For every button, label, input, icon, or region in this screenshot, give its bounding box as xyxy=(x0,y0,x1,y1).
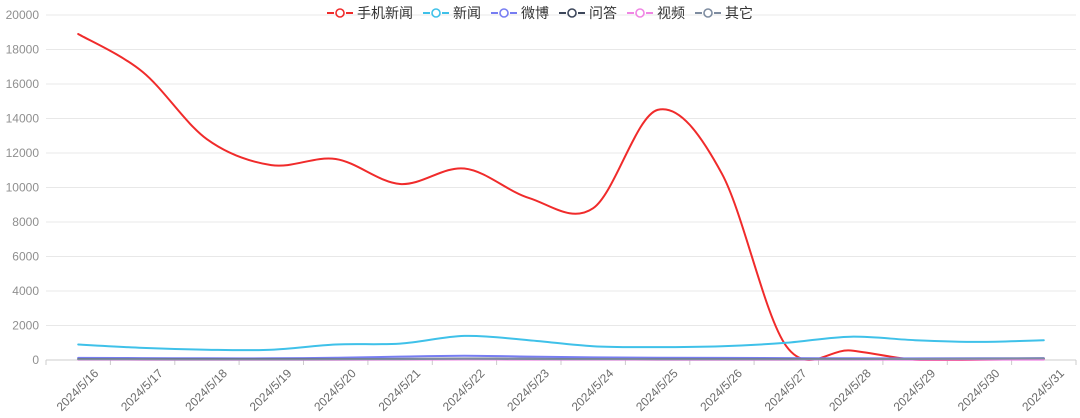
legend-marker-icon xyxy=(559,8,585,18)
legend-item-2[interactable]: 微博 xyxy=(491,4,549,22)
x-axis-label: 2024/5/28 xyxy=(826,366,874,414)
x-axis-label: 2024/5/19 xyxy=(247,366,295,414)
x-axis-label: 2024/5/22 xyxy=(440,366,488,414)
legend-marker-icon xyxy=(423,8,449,18)
legend-item-label: 其它 xyxy=(725,5,753,21)
y-axis-label: 16000 xyxy=(6,77,40,91)
y-axis-label: 20000 xyxy=(6,8,40,22)
legend-marker-icon xyxy=(627,8,653,18)
x-axis-label: 2024/5/20 xyxy=(311,366,359,414)
y-axis-label: 2000 xyxy=(12,319,39,333)
legend-marker-icon xyxy=(695,8,721,18)
series-line-1 xyxy=(77,334,1045,352)
legend-item-0[interactable]: 手机新闻 xyxy=(327,4,413,22)
series-line-5 xyxy=(77,357,1045,361)
series-line-0 xyxy=(77,33,1045,361)
legend-item-label: 问答 xyxy=(589,5,617,21)
x-axis-label: 2024/5/30 xyxy=(955,366,1003,414)
legend-item-label: 微博 xyxy=(521,5,549,21)
y-axis-label: 6000 xyxy=(12,250,39,264)
x-axis-label: 2024/5/21 xyxy=(376,366,424,414)
x-axis-label: 2024/5/29 xyxy=(891,366,939,414)
x-axis-label: 2024/5/26 xyxy=(697,366,745,414)
legend-marker-icon xyxy=(327,8,353,18)
y-axis-label: 14000 xyxy=(6,112,40,126)
legend-item-1[interactable]: 新闻 xyxy=(423,4,481,22)
x-axis-label: 2024/5/17 xyxy=(118,366,166,414)
y-axis-label: 8000 xyxy=(12,215,39,229)
x-axis-label: 2024/5/31 xyxy=(1019,366,1067,414)
legend-item-3[interactable]: 问答 xyxy=(559,4,617,22)
x-axis-label: 2024/5/27 xyxy=(762,366,810,414)
x-axis-label: 2024/5/24 xyxy=(569,366,617,414)
y-axis-label: 4000 xyxy=(12,284,39,298)
x-axis-label: 2024/5/16 xyxy=(54,366,102,414)
legend-item-4[interactable]: 视频 xyxy=(627,4,685,22)
legend-item-label: 视频 xyxy=(657,5,685,21)
legend-item-label: 手机新闻 xyxy=(357,5,413,21)
legend-item-label: 新闻 xyxy=(453,5,481,21)
legend-marker-icon xyxy=(491,8,517,18)
y-axis-label: 0 xyxy=(32,353,39,367)
y-axis-label: 10000 xyxy=(6,181,40,195)
legend: 手机新闻 新闻 微博 问答 视频 其它 xyxy=(0,2,1080,24)
y-axis-label: 12000 xyxy=(6,146,40,160)
x-axis-label: 2024/5/18 xyxy=(182,366,230,414)
x-axis-label: 2024/5/23 xyxy=(504,366,552,414)
x-axis-label: 2024/5/25 xyxy=(633,366,681,414)
legend-item-5[interactable]: 其它 xyxy=(695,4,753,22)
y-axis-label: 18000 xyxy=(6,43,40,57)
